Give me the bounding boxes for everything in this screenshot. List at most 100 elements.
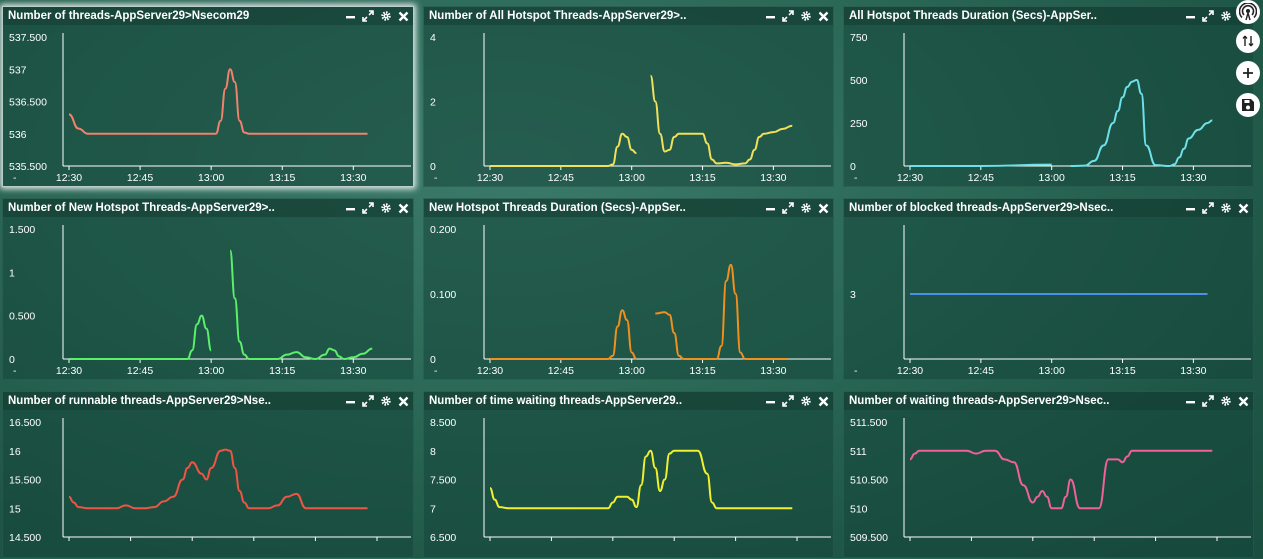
chart-panel[interactable]: Number of All Hotspot Threads-AppServer2… xyxy=(423,6,834,187)
series-line xyxy=(69,314,213,360)
line-chart: 1.500 1 0.500 0 12:30 12:45 13:00 13:15 13:30 - xyxy=(9,224,411,377)
minimize-icon[interactable] xyxy=(1185,202,1196,214)
expand-icon[interactable] xyxy=(782,395,794,407)
x-tick-label: 13:30 xyxy=(760,365,786,377)
x-axis-dot: - xyxy=(434,172,438,184)
gear-icon[interactable] xyxy=(1220,202,1232,214)
close-icon[interactable] xyxy=(818,203,829,214)
y-tick-label: 536.500 xyxy=(9,97,47,109)
gear-icon[interactable] xyxy=(1220,10,1232,22)
plus-icon xyxy=(1243,68,1253,78)
chart-panel[interactable]: New Hotspot Threads Duration (Secs)-AppS… xyxy=(423,198,834,380)
y-tick-label: 0 xyxy=(9,354,15,366)
series-line xyxy=(489,132,637,167)
minimize-icon[interactable] xyxy=(765,10,776,22)
close-icon[interactable] xyxy=(398,11,409,22)
y-tick-label: 510 xyxy=(850,503,868,515)
x-tick-label: 13:00 xyxy=(619,172,645,184)
x-tick-label: 13:15 xyxy=(269,172,295,184)
x-tick-label: 12:45 xyxy=(968,365,994,377)
gear-icon[interactable] xyxy=(1220,395,1232,407)
series-line xyxy=(655,263,788,360)
x-tick-label: 13:30 xyxy=(1180,365,1206,377)
close-icon[interactable] xyxy=(1238,396,1249,407)
x-tick-label: 12:30 xyxy=(897,172,923,184)
close-icon[interactable] xyxy=(1238,203,1249,214)
y-tick-label: 536 xyxy=(9,129,27,141)
close-icon[interactable] xyxy=(818,396,829,407)
close-icon[interactable] xyxy=(398,396,409,407)
x-tick-label: 12:30 xyxy=(56,172,82,184)
x-axis-dot: - xyxy=(854,365,858,377)
y-tick-label: 16 xyxy=(9,446,21,458)
swap-vertical-button[interactable] xyxy=(1236,29,1260,53)
minimize-icon[interactable] xyxy=(345,202,356,214)
minimize-icon[interactable] xyxy=(1185,10,1196,22)
gear-icon[interactable] xyxy=(800,202,812,214)
y-tick-label: 510.500 xyxy=(850,475,888,487)
x-tick-label: 13:30 xyxy=(340,172,366,184)
gear-icon[interactable] xyxy=(800,10,812,22)
minimize-icon[interactable] xyxy=(345,10,356,22)
chart-panel[interactable]: Number of blocked threads-AppServer29>Ns… xyxy=(843,198,1254,380)
y-tick-label: 0 xyxy=(850,161,856,173)
close-icon[interactable] xyxy=(818,11,829,22)
x-tick-label: 13:00 xyxy=(619,365,645,377)
broadcast-icon xyxy=(1239,3,1257,21)
minimize-icon[interactable] xyxy=(1185,395,1196,407)
x-tick-label: 13:30 xyxy=(1180,172,1206,184)
expand-icon[interactable] xyxy=(362,202,374,214)
gear-icon[interactable] xyxy=(800,395,812,407)
x-tick-label: 13:15 xyxy=(1109,172,1135,184)
x-tick-label: 13:00 xyxy=(198,172,224,184)
chart-panel[interactable]: Number of runnable threads-AppServer29>N… xyxy=(2,391,414,558)
expand-icon[interactable] xyxy=(782,202,794,214)
expand-icon[interactable] xyxy=(362,10,374,22)
x-tick-label: 13:15 xyxy=(689,365,715,377)
expand-icon[interactable] xyxy=(1202,10,1214,22)
y-tick-label: 7 xyxy=(430,503,436,515)
y-tick-label: 7.500 xyxy=(430,475,456,487)
x-tick-label: 12:45 xyxy=(548,172,574,184)
y-tick-label: 511.500 xyxy=(850,417,887,429)
expand-icon[interactable] xyxy=(1202,395,1214,407)
line-chart: 537.500 537 536.500 536 535.500 12:30 12:45 13:… xyxy=(9,32,411,184)
x-tick-label: 13:30 xyxy=(340,365,366,377)
expand-icon[interactable] xyxy=(362,395,374,407)
y-tick-label: 15.500 xyxy=(9,475,41,487)
chart-panel[interactable]: Number of time waiting threads-AppServer… xyxy=(423,391,834,558)
y-tick-label: 500 xyxy=(850,75,868,87)
minimize-icon[interactable] xyxy=(345,395,356,407)
y-tick-label: 537.500 xyxy=(9,32,47,44)
y-tick-label: 1 xyxy=(9,267,15,279)
panel-title: Number of time waiting threads-AppServer… xyxy=(424,392,833,410)
expand-icon[interactable] xyxy=(1202,202,1214,214)
chart-panel[interactable]: All Hotspot Threads Duration (Secs)-AppS… xyxy=(843,6,1254,187)
gear-icon[interactable] xyxy=(380,395,392,407)
x-axis-dot: - xyxy=(854,172,858,184)
line-chart: 3 12:30 12:45 13:00 13:15 13:30 - xyxy=(850,225,1251,377)
x-tick-label: 12:30 xyxy=(477,365,503,377)
add-widget-button[interactable] xyxy=(1236,61,1260,85)
swap-vertical-icon xyxy=(1242,35,1254,47)
expand-icon[interactable] xyxy=(782,10,794,22)
series-line xyxy=(489,449,793,510)
gear-icon[interactable] xyxy=(380,10,392,22)
save-button[interactable] xyxy=(1236,93,1260,117)
line-chart: 750 500 250 0 12:30 12:45 13:00 13:15 13:30 - xyxy=(850,32,1251,184)
broadcast-button[interactable] xyxy=(1236,0,1260,24)
x-tick-label: 13:15 xyxy=(689,172,715,184)
minimize-icon[interactable] xyxy=(765,395,776,407)
y-tick-label: 537 xyxy=(9,64,27,76)
minimize-icon[interactable] xyxy=(765,202,776,214)
x-tick-label: 13:00 xyxy=(1039,365,1065,377)
chart-panel[interactable]: Number of waiting threads-AppServer29>Ns… xyxy=(843,391,1254,558)
chart-panel[interactable]: Number of threads-AppServer29>Nsecom29 53… xyxy=(2,6,414,187)
save-icon xyxy=(1242,99,1254,111)
gear-icon[interactable] xyxy=(380,202,392,214)
x-axis-dot: - xyxy=(434,365,438,377)
y-tick-label: 509.500 xyxy=(850,532,888,544)
close-icon[interactable] xyxy=(398,203,409,214)
panel-title: Number of New Hotspot Threads-AppServer2… xyxy=(3,199,413,217)
chart-panel[interactable]: Number of New Hotspot Threads-AppServer2… xyxy=(2,198,414,380)
